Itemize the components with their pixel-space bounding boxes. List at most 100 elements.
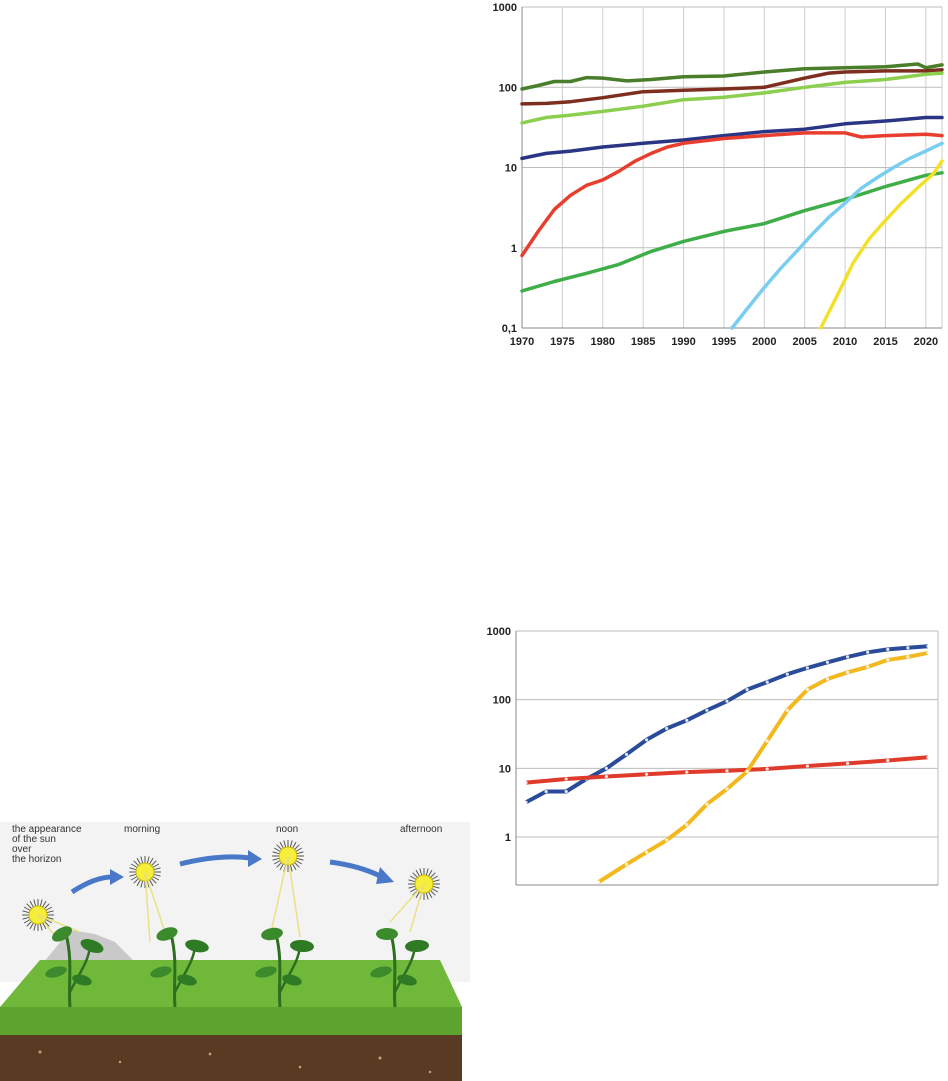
stage-label-morning: morning	[124, 824, 160, 835]
series-marker-1	[645, 738, 649, 742]
series-line-1	[520, 62, 944, 91]
arrow-3-head	[376, 867, 394, 884]
series-marker-1	[624, 752, 629, 756]
series-marker-1	[866, 650, 870, 654]
plant-icon	[370, 928, 429, 1008]
series-marker-1	[725, 699, 729, 703]
series-marker-2	[846, 761, 850, 765]
x-tick-label: 2015	[873, 336, 897, 348]
series-marker-2	[886, 758, 890, 763]
series-marker-3	[765, 739, 769, 743]
series-marker-3	[926, 651, 930, 655]
x-tick-label: 2020	[914, 336, 938, 348]
series-marker-1	[805, 666, 809, 670]
y-tick-label: 1000	[493, 2, 517, 14]
light-ray	[37, 914, 81, 933]
y-tick-label: 10	[505, 163, 517, 175]
series-marker-1	[886, 647, 890, 651]
arrow-1	[70, 874, 113, 895]
series-marker-2	[685, 770, 689, 774]
y-tick-label: 1000	[487, 626, 511, 638]
plant-icon	[45, 926, 104, 1008]
x-tick-label: 1970	[510, 336, 534, 348]
x-tick-label: 1980	[591, 336, 615, 348]
series-marker-3	[906, 655, 910, 659]
stage-label-afternoon: afternoon	[400, 824, 442, 835]
series-marker-3	[624, 862, 629, 866]
series-marker-3	[725, 787, 729, 791]
series-line-3	[520, 71, 944, 125]
series-line-5	[520, 131, 944, 258]
series-marker-2	[645, 772, 649, 776]
light-ray	[269, 855, 289, 938]
light-ray	[389, 883, 425, 923]
arrow-1-head	[110, 869, 124, 885]
grass-field	[0, 960, 462, 1007]
series-marker-3	[846, 670, 850, 674]
y-tick-label: 1	[505, 832, 511, 844]
x-tick-label: 2010	[833, 336, 857, 348]
arrow-3	[329, 859, 382, 879]
series-marker-1	[785, 672, 789, 676]
plant-icon	[255, 927, 314, 1008]
series-marker-1	[846, 655, 850, 659]
x-tick-label: 2005	[792, 336, 816, 348]
series-line-6	[520, 171, 944, 293]
series-marker-1	[926, 644, 930, 648]
series-line-8	[819, 159, 944, 330]
sun-tracking-illustration: the appearance of the sun over the horiz…	[0, 822, 470, 1081]
x-tick-label: 1995	[712, 336, 736, 348]
series-marker-1	[665, 726, 669, 731]
grass-front	[0, 1007, 462, 1037]
light-ray	[144, 871, 151, 943]
series-marker-2	[725, 769, 729, 773]
x-tick-label: 2000	[752, 336, 776, 348]
x-tick-label: 1975	[550, 336, 574, 348]
light-ray	[409, 883, 425, 933]
series-marker-2	[765, 767, 769, 771]
series-marker-1	[564, 789, 568, 794]
series-marker-2	[524, 780, 528, 785]
stage-label-noon: noon	[276, 824, 298, 835]
series-marker-3	[685, 823, 689, 827]
series-marker-1	[765, 680, 769, 684]
series-marker-3	[745, 769, 749, 774]
series-marker-1	[906, 646, 910, 650]
growth-chart-top: 0,1 1 10 100 1000 1970 1975 1980 1985 1990 1995 200…	[493, 2, 944, 348]
series-marker-2	[805, 764, 809, 768]
series-marker-1	[705, 708, 709, 712]
series-marker-1	[685, 718, 689, 722]
series-line-2	[520, 68, 944, 106]
series-marker-3	[596, 880, 600, 884]
arrow-2-head	[248, 850, 262, 867]
y-tick-label: 10	[499, 763, 511, 775]
y-tick-label: 0,1	[502, 323, 517, 335]
plant-icon	[45, 926, 429, 1008]
arrow-2	[179, 854, 251, 867]
sun-icon	[129, 856, 161, 888]
series-marker-1	[524, 800, 528, 804]
series-marker-2	[564, 777, 568, 781]
series-marker-2	[604, 774, 608, 779]
series-marker-1	[604, 766, 608, 770]
light-ray	[144, 871, 166, 933]
series-marker-3	[665, 838, 669, 842]
series-marker-3	[705, 802, 709, 806]
plant-icon	[150, 927, 209, 1008]
series-marker-1	[825, 660, 830, 664]
y-tick-label: 100	[493, 695, 511, 707]
x-tick-label: 1990	[671, 336, 695, 348]
series-marker-3	[886, 658, 890, 662]
stage-label-horizon: the appearance of the sun over the horiz…	[12, 824, 84, 865]
series-marker-1	[544, 789, 548, 794]
series-marker-2	[926, 755, 930, 759]
series-marker-3	[805, 688, 809, 692]
soil	[0, 1035, 462, 1081]
series-marker-3	[825, 677, 830, 681]
y-tick-label: 100	[499, 82, 517, 94]
x-tick-label: 1985	[631, 336, 655, 348]
series-marker-3	[866, 665, 870, 669]
series-marker-1	[745, 688, 749, 692]
light-ray	[287, 855, 301, 938]
series-marker-3	[645, 850, 649, 854]
